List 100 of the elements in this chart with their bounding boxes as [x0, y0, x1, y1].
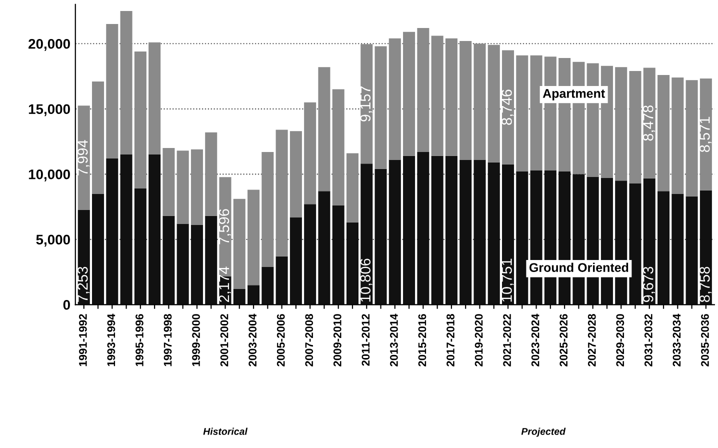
- x-tick-label: 1991-1992: [78, 314, 87, 366]
- bar: [248, 285, 260, 305]
- x-tick-label: 2015-2016: [418, 314, 426, 366]
- y-tick-label: 20,000: [28, 38, 70, 51]
- bar: [643, 68, 656, 178]
- bar: [106, 24, 118, 158]
- bar: [318, 191, 330, 305]
- bar: [205, 216, 218, 305]
- bar: [502, 164, 514, 305]
- bar: [530, 55, 542, 170]
- bar: [629, 71, 642, 184]
- bar: [205, 132, 218, 216]
- bar: [374, 168, 387, 305]
- x-tick-label: 2011-2012: [362, 314, 370, 366]
- bar: [92, 194, 104, 305]
- bar: [162, 148, 175, 216]
- bar: [460, 160, 472, 305]
- x-tick-label: 1995-1996: [136, 314, 144, 366]
- bar: [686, 80, 698, 196]
- bar: [658, 74, 670, 192]
- bar: [290, 131, 302, 218]
- bar: [162, 216, 175, 305]
- data-label: 9,157: [360, 86, 372, 122]
- x-tick-label: 1997-1998: [164, 314, 172, 366]
- bar: [318, 67, 330, 192]
- x-tick-label: 2031-2032: [644, 314, 652, 366]
- bar: [106, 158, 118, 305]
- bar: [431, 36, 444, 156]
- bar: [304, 204, 316, 305]
- bar: [78, 106, 90, 210]
- bar: [700, 190, 712, 305]
- x-tick-label: 1993-1994: [107, 314, 116, 366]
- bar: [474, 160, 486, 305]
- bar: [262, 152, 274, 267]
- x-tick-label: 2021-2022: [503, 314, 511, 366]
- series-label: Ground Oriented: [529, 262, 628, 272]
- x-tick-label: 2035-2036: [701, 314, 709, 366]
- x-tick-label: 2001-2002: [220, 314, 228, 366]
- bar: [374, 46, 387, 169]
- bar: [134, 188, 146, 305]
- x-tick-label: 2019-2020: [474, 314, 483, 366]
- x-tick-label: 2033-2034: [672, 314, 681, 366]
- bar: [488, 162, 500, 305]
- y-tick-label: 15,000: [28, 104, 70, 116]
- x-tick-label: 2007-2008: [305, 314, 314, 366]
- data-label: 9,673: [642, 266, 656, 302]
- bar: [388, 160, 401, 305]
- bar: [686, 196, 698, 305]
- bar: [672, 78, 684, 194]
- bar: [403, 156, 416, 305]
- bar: [304, 102, 316, 204]
- bar: [78, 210, 90, 305]
- bar: [346, 153, 358, 222]
- series-label: Apartment: [542, 89, 605, 100]
- bar: [643, 178, 656, 305]
- y-tick-label: 5,000: [36, 234, 70, 247]
- x-tick-label: 2027-2028: [588, 314, 596, 366]
- bar: [516, 172, 528, 305]
- x-tick-label: 1999-2000: [192, 314, 200, 366]
- bar: [176, 224, 189, 305]
- bar: [233, 198, 246, 289]
- bar: [615, 67, 628, 181]
- bar: [262, 266, 274, 305]
- data-label: 7,253: [77, 266, 90, 302]
- x-tick-label: 2005-2006: [276, 314, 285, 366]
- bar: [134, 51, 146, 188]
- bar: [658, 191, 670, 305]
- bar: [120, 154, 132, 305]
- bar: [388, 38, 401, 160]
- bar: [672, 194, 684, 305]
- x-tick-label: 2013-2014: [390, 314, 398, 366]
- bar: [332, 89, 344, 206]
- bar: [516, 55, 528, 172]
- y-tick-label: 10,000: [28, 169, 70, 182]
- x-tick-label: 2029-2030: [616, 314, 624, 366]
- bar: [445, 156, 458, 305]
- bar: [360, 44, 373, 164]
- bar: [417, 28, 430, 152]
- x-tick-label: 2009-2010: [333, 314, 342, 366]
- data-label: 8,478: [642, 105, 656, 141]
- text: Projected: [521, 428, 566, 437]
- x-tick-label: 2025-2026: [560, 314, 568, 366]
- x-tick-label: 2003-2004: [248, 314, 257, 366]
- data-label: 2,174: [218, 266, 231, 302]
- bar: [431, 156, 444, 305]
- bar: [248, 190, 260, 286]
- bar: [360, 164, 373, 305]
- bar: [502, 50, 514, 164]
- bar: [148, 42, 161, 155]
- bar: [629, 183, 642, 305]
- bar: [190, 225, 203, 305]
- bar: [276, 256, 288, 305]
- bar: [290, 217, 302, 305]
- data-label: 8,571: [700, 116, 712, 152]
- bar: [120, 11, 132, 155]
- bar: [403, 32, 416, 156]
- bar: [148, 154, 161, 305]
- bar: [332, 205, 344, 305]
- bar: [92, 81, 104, 194]
- bar: [176, 150, 189, 224]
